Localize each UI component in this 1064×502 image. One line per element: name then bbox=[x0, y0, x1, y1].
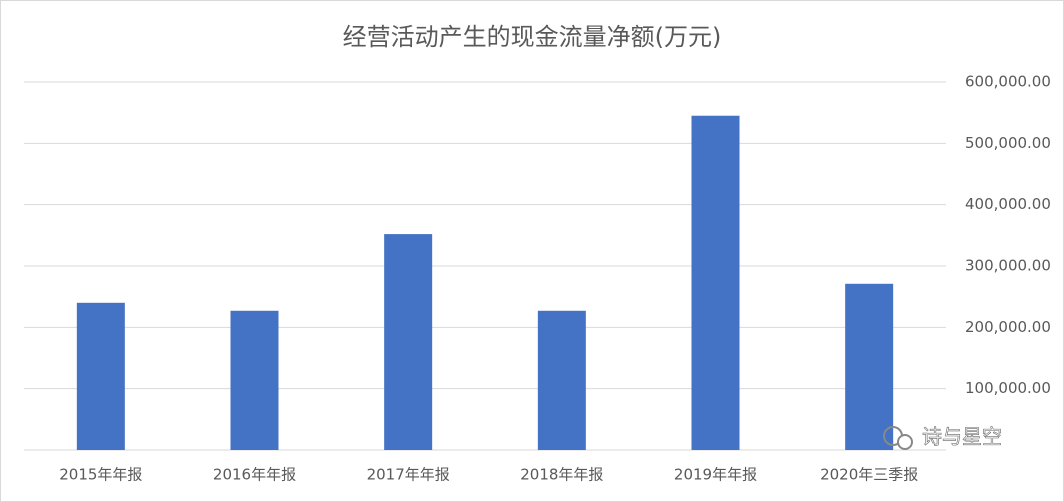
y-tick-label: 300,000.00 bbox=[965, 257, 1051, 275]
x-tick-label: 2019年年报 bbox=[674, 466, 757, 484]
x-tick-label: 2020年三季报 bbox=[820, 466, 918, 484]
bar bbox=[537, 310, 586, 450]
bar bbox=[76, 302, 125, 450]
watermark-icon bbox=[897, 434, 913, 450]
y-tick-label: 200,000.00 bbox=[965, 318, 1051, 336]
x-tick-label: 2018年年报 bbox=[520, 466, 603, 484]
y-tick-label: 400,000.00 bbox=[965, 195, 1051, 213]
bar bbox=[845, 283, 894, 450]
x-tick-label: 2017年年报 bbox=[367, 466, 450, 484]
y-tick-label: 600,000.00 bbox=[965, 73, 1051, 91]
watermark-group: 诗与星空 bbox=[883, 424, 1002, 450]
bar bbox=[691, 115, 740, 450]
watermark: 诗与星空 bbox=[922, 425, 1002, 449]
x-tick-label: 2016年年报 bbox=[213, 466, 296, 484]
chart-title: 经营活动产生的现金流量净额(万元) bbox=[343, 23, 722, 51]
bar bbox=[384, 234, 433, 450]
x-tick-label: 2015年年报 bbox=[59, 466, 142, 484]
bar bbox=[230, 310, 279, 450]
y-tick-label: 500,000.00 bbox=[965, 134, 1051, 152]
y-tick-label: 100,000.00 bbox=[965, 379, 1051, 397]
